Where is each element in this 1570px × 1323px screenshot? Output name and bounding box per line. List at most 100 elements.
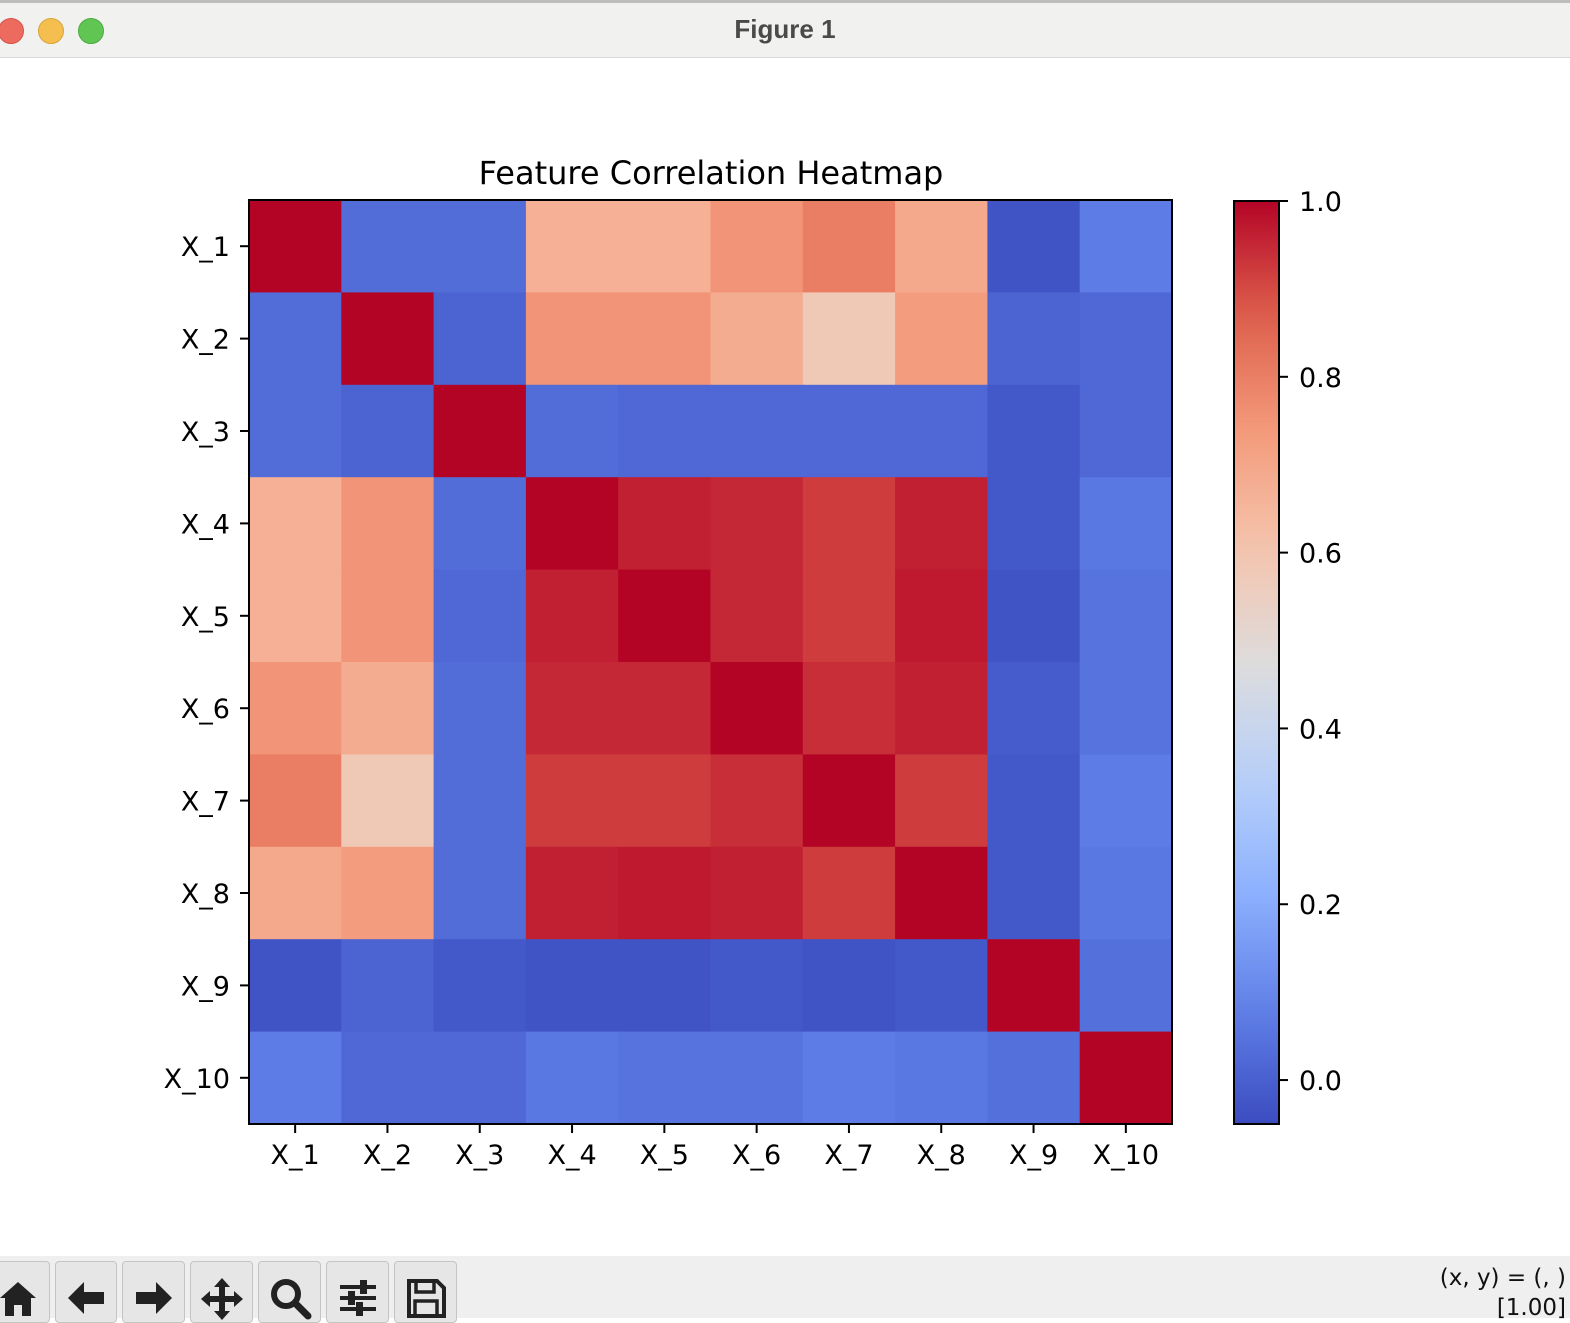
colorbar-tick-label: 0.8 xyxy=(1299,363,1342,394)
heatmap-cell-X_6-X_4 xyxy=(525,662,619,755)
heatmap-cell-X_7-X_8 xyxy=(895,754,988,848)
coords-readout: (x, y) = (, ) xyxy=(1439,1265,1566,1291)
heatmap-cell-X_8-X_1 xyxy=(249,846,342,940)
heatmap-cell-X_7-X_9 xyxy=(987,754,1081,848)
colorbar-tick-label: 0.4 xyxy=(1299,714,1342,745)
heatmap-cell-X_10-X_10 xyxy=(1079,1031,1173,1125)
heatmap-cell-X_10-X_5 xyxy=(618,1031,712,1125)
x-tick-label: X_5 xyxy=(640,1140,689,1171)
heatmap-cell-X_9-X_2 xyxy=(341,939,435,1033)
heatmap-cell-X_2-X_2 xyxy=(341,292,435,386)
heatmap-cell-X_3-X_7 xyxy=(802,384,896,478)
heatmap-cell-X_4-X_6 xyxy=(710,477,804,571)
heatmap-cell-X_3-X_10 xyxy=(1079,384,1173,478)
y-tick-label: X_1 xyxy=(181,232,230,263)
heatmap-cell-X_10-X_4 xyxy=(525,1031,619,1125)
heatmap-cell-X_8-X_2 xyxy=(341,846,435,940)
heatmap-cell-X_6-X_2 xyxy=(341,662,435,755)
cursor-coordinates: (x, y) = (, ) [1.00] xyxy=(1440,1263,1566,1323)
heatmap-cell-X_6-X_8 xyxy=(895,662,988,755)
heatmap-cell-X_8-X_5 xyxy=(618,846,712,940)
minimize-window-button[interactable] xyxy=(38,18,64,44)
heatmap-cell-X_2-X_6 xyxy=(710,292,804,386)
maximize-window-button[interactable] xyxy=(78,18,104,44)
y-tick-label: X_2 xyxy=(181,325,230,356)
heatmap-cell-X_9-X_10 xyxy=(1079,939,1173,1033)
heatmap-cell-X_1-X_6 xyxy=(710,200,804,293)
back-button[interactable] xyxy=(55,1261,117,1323)
x-axis-ticks: X_1 X_2 X_3 X_4 X_5 X_6 X_7 X_8 X_9 X_10 xyxy=(271,1124,1159,1171)
heatmap-cell-X_9-X_3 xyxy=(433,939,527,1033)
heatmap-cell-X_6-X_1 xyxy=(249,662,342,755)
save-figure-button[interactable] xyxy=(394,1261,457,1323)
heatmap-cell-X_5-X_5 xyxy=(618,569,712,663)
heatmap-cell-X_4-X_8 xyxy=(895,477,988,571)
forward-button[interactable] xyxy=(122,1261,185,1323)
heatmap-figure[interactable]: X_1 X_2 X_3 X_4 X_5 X_6 X_7 X_8 X_9 X_10 X_1X_2X_… xyxy=(0,58,1570,1256)
pan-button[interactable] xyxy=(190,1261,253,1323)
heatmap-cell-X_7-X_5 xyxy=(618,754,712,848)
window-titlebar: Figure 1 xyxy=(0,0,1570,58)
colorbar-tick-label: 0.0 xyxy=(1299,1066,1342,1097)
heatmap-cell-X_1-X_7 xyxy=(802,200,896,293)
x-tick-label: X_9 xyxy=(1009,1140,1058,1171)
move-icon xyxy=(200,1278,243,1320)
colorbar-tick-label: 1.0 xyxy=(1299,187,1342,218)
heatmap-cell-X_1-X_4 xyxy=(525,200,619,293)
heatmap-cell-X_10-X_8 xyxy=(895,1031,988,1125)
heatmap-cell-X_10-X_3 xyxy=(433,1031,527,1125)
x-tick-label: X_7 xyxy=(824,1140,873,1171)
x-tick-label: X_4 xyxy=(547,1140,596,1171)
arrow-right-icon xyxy=(135,1282,172,1314)
y-tick-label: X_8 xyxy=(181,879,230,910)
heatmap-cell-X_5-X_2 xyxy=(341,569,435,663)
heatmap-cell-X_7-X_10 xyxy=(1079,754,1173,848)
heatmap-cell-X_10-X_7 xyxy=(802,1031,896,1125)
heatmap-cell-X_4-X_2 xyxy=(341,477,435,571)
arrow-left-icon xyxy=(68,1282,104,1314)
pixel-value-readout: [1.00] xyxy=(1496,1295,1566,1321)
heatmap-cell-X_2-X_1 xyxy=(249,292,342,386)
heatmap-cell-X_8-X_6 xyxy=(710,846,804,940)
heatmap-cell-X_5-X_3 xyxy=(433,569,527,663)
chart-title: Feature Correlation Heatmap xyxy=(479,154,944,192)
home-icon xyxy=(0,1282,36,1316)
heatmap-cell-X_3-X_2 xyxy=(341,384,435,478)
navigation-toolbar xyxy=(0,1256,1570,1323)
configure-subplots-button[interactable] xyxy=(326,1261,389,1323)
zoom-button[interactable] xyxy=(258,1261,321,1323)
heatmap-cell-X_2-X_5 xyxy=(618,292,712,386)
heatmap-cell-X_9-X_6 xyxy=(710,939,804,1033)
heatmap-cell-X_2-X_4 xyxy=(525,292,619,386)
heatmap-cell-X_3-X_5 xyxy=(618,384,712,478)
home-button[interactable] xyxy=(0,1261,50,1323)
heatmap-cell-X_9-X_7 xyxy=(802,939,896,1033)
heatmap-cell-X_8-X_10 xyxy=(1079,846,1173,940)
heatmap-cell-X_5-X_7 xyxy=(802,569,896,663)
y-tick-label: X_4 xyxy=(181,509,230,540)
colorbar-ticks: 0.0 0.2 0.4 0.6 0.8 1.0 xyxy=(1279,187,1342,1097)
heatmap-cell-X_2-X_10 xyxy=(1079,292,1173,386)
heatmap-cell-X_9-X_5 xyxy=(618,939,712,1033)
heatmap-cell-X_10-X_2 xyxy=(341,1031,435,1125)
heatmap-cell-X_6-X_6 xyxy=(710,662,804,755)
heatmap-cell-X_4-X_4 xyxy=(525,477,619,571)
heatmap-cell-X_9-X_8 xyxy=(895,939,988,1033)
heatmap-cell-X_9-X_1 xyxy=(249,939,342,1033)
x-tick-label: X_8 xyxy=(917,1140,966,1171)
heatmap-cell-X_8-X_4 xyxy=(525,846,619,940)
heatmap-cell-X_6-X_5 xyxy=(618,662,712,755)
heatmap-cell-X_1-X_9 xyxy=(987,200,1081,293)
close-window-button[interactable] xyxy=(0,18,24,44)
heatmap-cell-X_5-X_10 xyxy=(1079,569,1173,663)
heatmap-cell-X_1-X_10 xyxy=(1079,200,1173,293)
x-tick-label: X_2 xyxy=(363,1140,412,1171)
heatmap-cell-X_5-X_9 xyxy=(987,569,1081,663)
heatmap-cell-X_3-X_4 xyxy=(525,384,619,478)
y-tick-label: X_5 xyxy=(181,602,230,633)
heatmap-cell-X_3-X_3 xyxy=(433,384,527,478)
heatmap-cell-X_8-X_9 xyxy=(987,846,1081,940)
heatmap-cell-X_9-X_9 xyxy=(987,939,1081,1033)
y-tick-label: X_3 xyxy=(181,417,230,448)
heatmap-cell-X_7-X_2 xyxy=(341,754,435,848)
